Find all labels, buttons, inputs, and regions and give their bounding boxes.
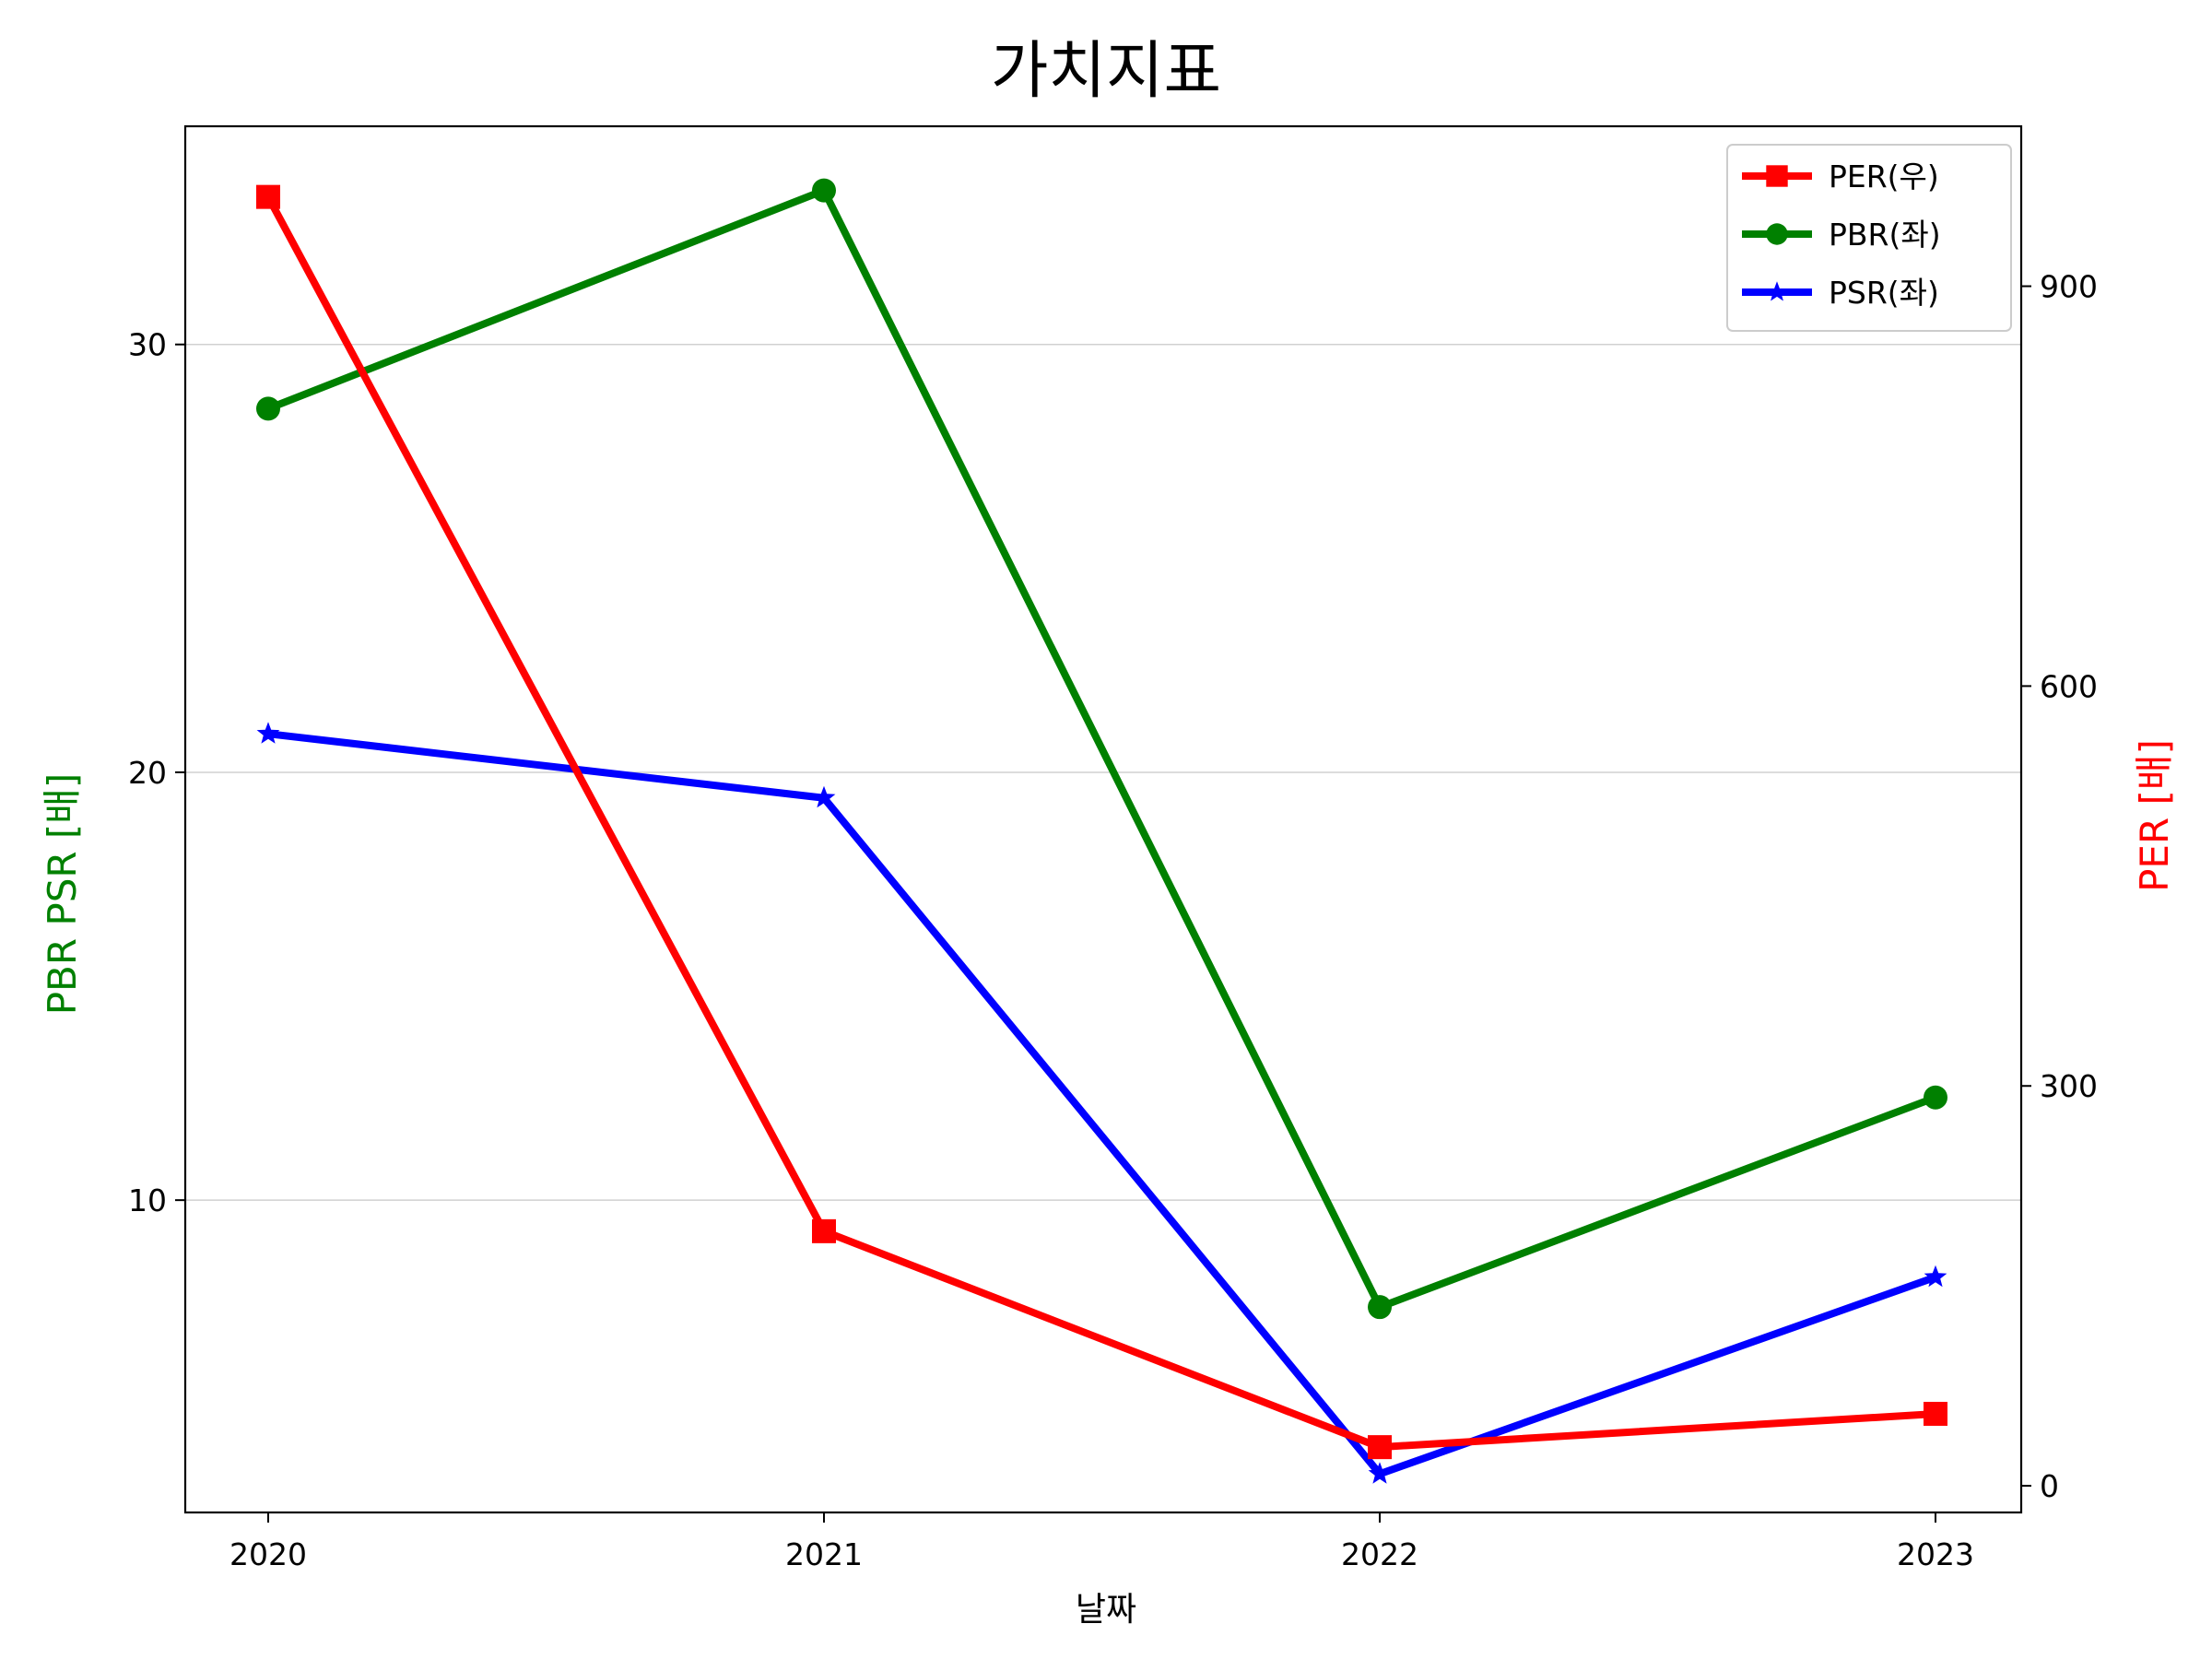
data-point-circle [1766,223,1788,245]
x-tick-label: 2020 [229,1536,307,1572]
data-point-square [1766,165,1788,187]
right-y-tick-label: 300 [2040,1068,2098,1104]
legend-label-psr: PSR(좌) [1829,275,1939,311]
data-point-star [1368,1462,1392,1484]
series-line-psr [267,730,1937,1478]
data-point-star [1766,281,1788,301]
series-pbr [256,178,1947,1320]
data-point-circle [1368,1295,1392,1320]
legend-label-pbr: PBR(좌) [1829,217,1941,253]
right-y-tick-label: 600 [2040,668,2098,704]
x-tick-label: 2023 [1897,1536,1974,1572]
chart-title: 가치지표 [991,35,1221,108]
data-point-circle [1924,1085,1947,1110]
x-tick-label: 2021 [785,1536,863,1572]
x-tick-label: 2022 [1341,1536,1418,1572]
data-point-square [1368,1435,1392,1460]
data-point-star [1924,1265,1947,1288]
data-point-square [1924,1401,1947,1426]
data-point-circle [256,396,280,421]
data-point-star [256,722,280,744]
grid-lines [185,343,2021,1201]
series-line-pbr [266,186,1937,1312]
data-point-star [812,785,836,808]
legend-label-per: PER(우) [1829,159,1939,194]
legend: PER(우) PBR(좌) PSR(좌) [1726,144,2012,332]
legend-item-pbr: PBR(좌) [1742,217,1941,253]
legend-item-psr: PSR(좌) [1742,275,1939,311]
series-psr [256,722,1947,1484]
legend-item-per: PER(우) [1742,159,1939,194]
data-point-circle [812,178,836,203]
series-per [256,184,1947,1460]
right-y-tick-label: 900 [2040,269,2098,305]
plot-frame [183,124,2023,1514]
left-y-axis-label: PBR PSR [배] [40,773,85,1016]
data-point-square [812,1218,836,1243]
left-y-tick-label: 30 [128,327,167,363]
right-y-axis-label: PER [배] [2132,739,2177,892]
left-y-tick-label: 20 [128,755,167,791]
left-y-tick-label: 10 [128,1182,167,1218]
data-point-square [256,184,280,209]
x-axis-label: 날짜 [1076,1591,1136,1629]
series-line-per [265,194,1936,1452]
series-lines [256,178,1947,1484]
legend-box [1726,144,2012,332]
right-y-tick-label: 0 [2040,1468,2059,1504]
